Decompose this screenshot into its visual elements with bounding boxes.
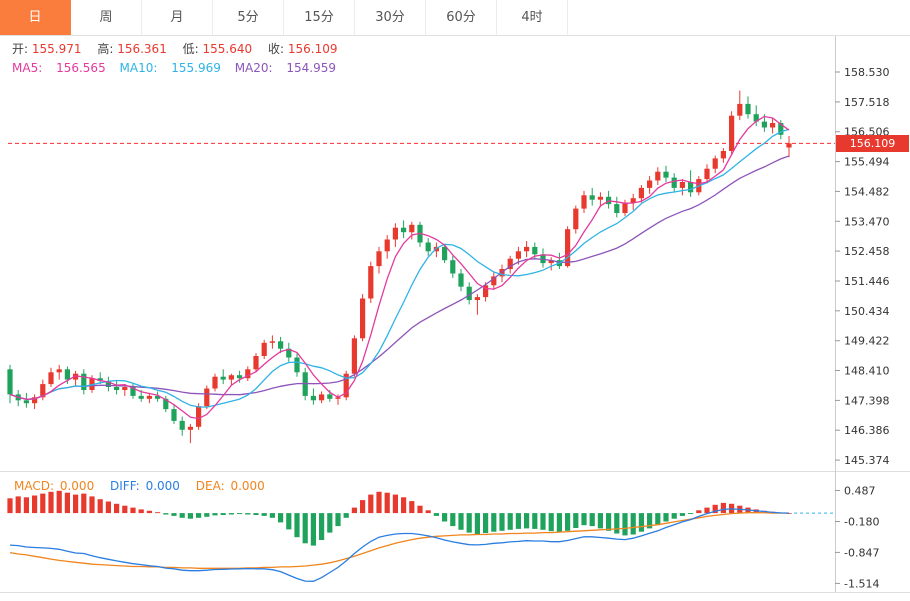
macd-label: MACD: [14, 479, 55, 493]
tab-day[interactable]: 日 [0, 0, 71, 35]
ma10-label: MA10: [119, 61, 158, 75]
svg-text:151.446: 151.446 [844, 275, 890, 288]
timeframe-tabbar: 日 周 月 5分 15分 30分 60分 4时 [0, 0, 910, 36]
ma5-line [9, 115, 790, 420]
price-axis: 158.530157.518156.506155.494154.482153.4… [835, 66, 890, 467]
high-label: 高: [97, 42, 114, 56]
diff-value: 0.000 [145, 479, 180, 493]
diff-label: DIFF: [110, 479, 140, 493]
ohlc-info: 开: 155.971 高: 156.361 低: 155.640 收: 156.… [12, 40, 349, 57]
tab-30min[interactable]: 30分 [355, 0, 426, 35]
svg-text:-0.180: -0.180 [844, 516, 879, 529]
ma20-value: 154.959 [286, 61, 337, 75]
diff-line [9, 508, 790, 582]
dea-value: 0.000 [230, 479, 265, 493]
svg-text:-1.514: -1.514 [844, 577, 879, 590]
ma10-value: 155.969 [171, 61, 221, 75]
macd-axis: 0.487 -0.180 -0.847 -1.514 [835, 485, 879, 590]
dea-label: DEA: [195, 479, 225, 493]
svg-text:154.482: 154.482 [844, 185, 890, 198]
candles-group [7, 90, 792, 444]
ma10-line [9, 128, 790, 408]
tab-4hour[interactable]: 4时 [497, 0, 568, 35]
tab-60min[interactable]: 60分 [426, 0, 497, 35]
svg-text:0.487: 0.487 [844, 485, 876, 498]
open-value: 155.971 [31, 42, 82, 56]
svg-text:149.422: 149.422 [844, 335, 890, 348]
svg-text:158.530: 158.530 [844, 66, 890, 79]
svg-text:145.374: 145.374 [844, 454, 890, 467]
svg-text:146.386: 146.386 [844, 424, 890, 437]
svg-text:155.494: 155.494 [844, 156, 890, 169]
ma-info: MA5: 156.565 MA10: 155.969 MA20: 154.959 [12, 61, 346, 75]
svg-text:-0.847: -0.847 [844, 546, 879, 559]
close-label: 收: [267, 42, 285, 56]
svg-text:157.518: 157.518 [844, 96, 890, 109]
dea-line [9, 512, 789, 569]
current-price-badge: 156.109 [836, 135, 909, 152]
low-label: 低: [182, 42, 199, 56]
svg-text:150.434: 150.434 [844, 305, 890, 318]
macd-value: 0.000 [59, 479, 95, 493]
ma20-label: MA20: [234, 61, 273, 75]
svg-text:147.398: 147.398 [844, 394, 890, 407]
ma5-value: 156.565 [56, 61, 106, 75]
ma5-label: MA5: [12, 61, 43, 75]
macd-info: MACD: 0.000 DIFF: 0.000 DEA: 0.000 [14, 479, 277, 493]
macd-histogram [7, 490, 792, 546]
chart-frame [0, 35, 910, 593]
tab-15min[interactable]: 15分 [284, 0, 355, 35]
svg-text:148.410: 148.410 [844, 365, 890, 378]
tab-month[interactable]: 月 [142, 0, 213, 35]
svg-text:152.458: 152.458 [844, 245, 890, 258]
svg-text:153.470: 153.470 [844, 215, 890, 228]
ma20-line [9, 155, 790, 400]
open-label: 开: [12, 42, 29, 56]
low-value: 155.640 [202, 42, 253, 56]
tab-5min[interactable]: 5分 [213, 0, 284, 35]
high-value: 156.361 [117, 42, 167, 56]
tab-week[interactable]: 周 [71, 0, 142, 35]
close-value: 156.109 [287, 42, 338, 56]
